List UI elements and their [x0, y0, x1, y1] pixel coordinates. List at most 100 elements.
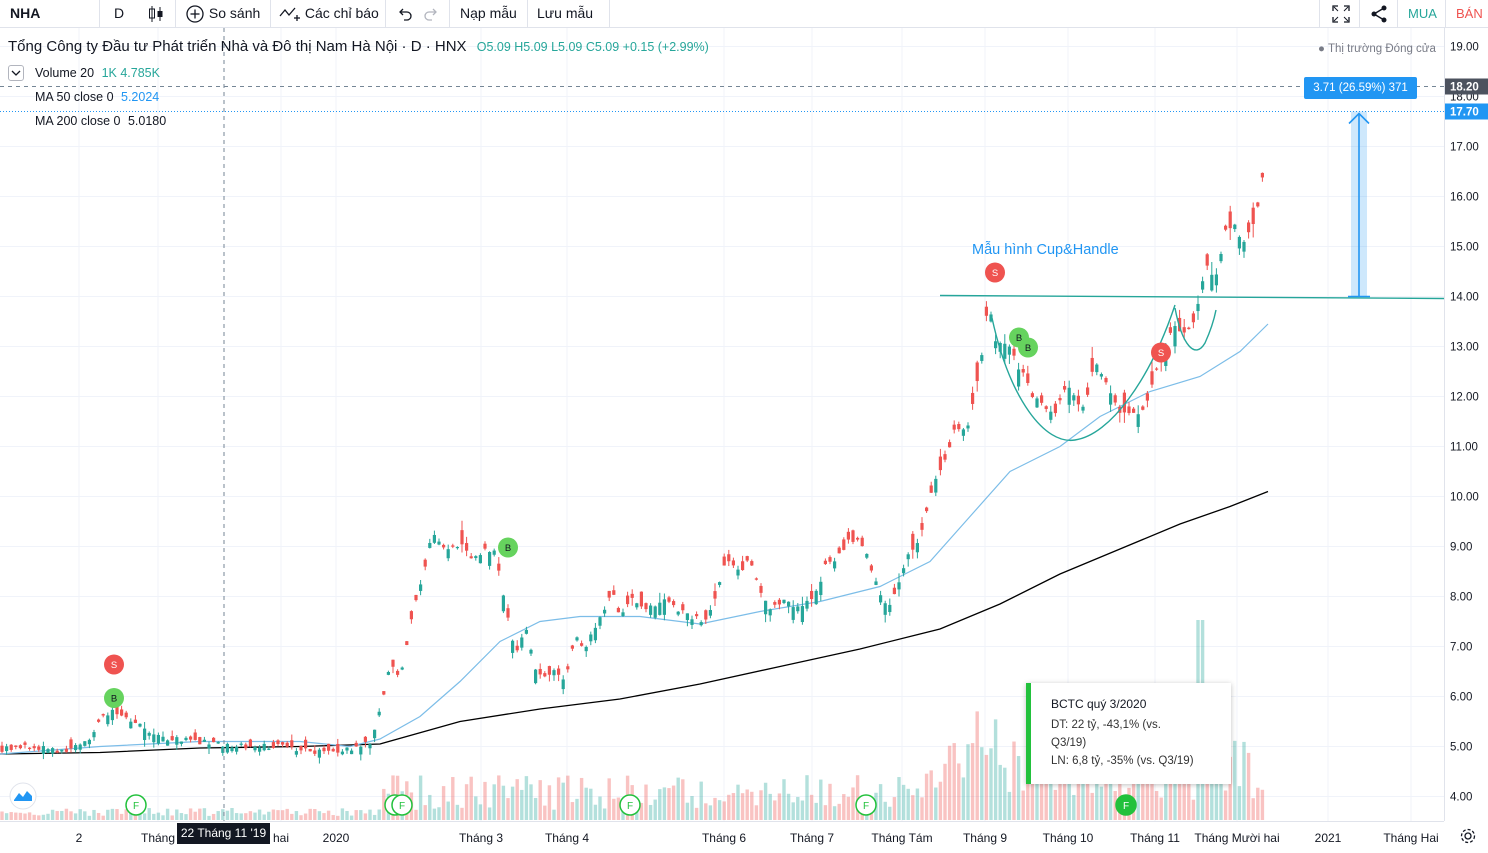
volume-bar	[92, 809, 96, 820]
volume-bar	[69, 811, 73, 820]
candle-body	[1150, 371, 1154, 385]
legend-collapse-button[interactable]	[8, 65, 24, 81]
candle-body	[1205, 254, 1209, 266]
signal-label: B	[505, 543, 511, 554]
volume-bar	[115, 809, 119, 820]
candle-body	[97, 719, 101, 722]
signal-marker	[498, 537, 518, 558]
candle-body	[363, 736, 367, 742]
candle-body	[883, 603, 887, 615]
candle-body	[446, 549, 450, 559]
volume-bar	[621, 809, 625, 820]
volume-bar	[129, 809, 133, 820]
price-axis[interactable]: 19.00 17.00 16.00 15.00 14.00 13.00 12.00 11.00…	[1444, 28, 1488, 821]
candle-body	[354, 742, 358, 747]
candle-body	[1081, 406, 1085, 411]
volume-bar	[759, 790, 763, 820]
volume-bar	[667, 788, 671, 820]
time-tick-label: hai	[273, 831, 289, 845]
volume-bar	[276, 810, 280, 820]
volume-bar	[446, 801, 450, 820]
candle-body	[207, 744, 211, 749]
volume-bar	[984, 754, 989, 820]
toolbar-separator	[449, 0, 450, 27]
ma50-legend[interactable]: MA 50 close 0 5.2024	[35, 90, 159, 104]
candle-body	[1017, 369, 1021, 387]
fullscreen-button[interactable]	[1331, 0, 1351, 27]
candle-body	[635, 603, 639, 608]
candle-body	[989, 314, 993, 322]
volume-bar	[271, 809, 276, 820]
earnings-event-icon: F	[125, 794, 147, 816]
pattern-label[interactable]: Mẫu hình Cup&Handle	[972, 242, 1119, 258]
candle-body	[492, 550, 496, 555]
candle-body	[221, 746, 225, 753]
compare-button[interactable]: So sánh	[185, 0, 260, 27]
candle-body	[129, 721, 133, 729]
candle-body	[1247, 222, 1251, 233]
volume-bar	[1099, 786, 1104, 820]
redo-button[interactable]	[423, 0, 441, 27]
candle-body	[925, 507, 929, 512]
volume-bar	[713, 797, 717, 820]
indicators-icon	[279, 7, 300, 22]
time-tick-label: Tháng 9	[963, 831, 1007, 845]
candle-body	[106, 715, 110, 725]
candle-body	[1035, 398, 1039, 408]
interval-button[interactable]: D	[114, 5, 125, 21]
signal-label: B	[1016, 333, 1022, 344]
volume-bar	[345, 811, 349, 820]
candle-body	[1021, 369, 1025, 373]
candle-body	[46, 749, 50, 754]
chart-type-button[interactable]	[146, 0, 166, 27]
candle-body	[423, 559, 427, 567]
volume-bar	[41, 814, 46, 820]
tradingview-logo-icon[interactable]	[9, 782, 37, 810]
volume-bar	[676, 777, 680, 820]
volume-bar	[262, 814, 266, 820]
volume-bar	[920, 797, 924, 820]
candle-body	[842, 539, 846, 550]
volume-bar	[322, 813, 326, 820]
volume-bar	[980, 747, 984, 820]
measure-label[interactable]: 3.71 (26.59%) 371	[1304, 77, 1417, 99]
volume-bar	[1251, 798, 1255, 820]
candle-body	[1063, 386, 1067, 390]
volume-bar	[690, 796, 694, 820]
volume-bar	[156, 812, 161, 820]
candle-body	[396, 670, 400, 675]
indicators-button[interactable]: Các chỉ báo	[279, 0, 379, 27]
load-template-button[interactable]: Nạp mẫu	[460, 5, 517, 21]
share-button[interactable]	[1369, 0, 1389, 27]
settings-button[interactable]	[1458, 826, 1478, 851]
candle-body	[603, 609, 607, 614]
volume-bar	[929, 770, 933, 820]
volume-bar	[828, 783, 832, 820]
volume-bar	[506, 798, 510, 820]
ma50-value: 5.2024	[121, 90, 160, 104]
candle-body	[1260, 172, 1264, 178]
sell-button[interactable]: BÁN	[1456, 6, 1483, 21]
volume-bar	[938, 781, 943, 820]
volume-bar	[855, 775, 860, 820]
ma200-legend[interactable]: MA 200 close 0 5.0180	[35, 114, 166, 128]
volume-legend[interactable]: Volume 20 1K 4.785K	[35, 66, 160, 80]
volume-bar	[188, 808, 193, 820]
candle-body	[934, 478, 938, 493]
candle-body	[5, 746, 9, 752]
candle-body	[74, 745, 78, 751]
save-template-button[interactable]: Lưu mẫu	[537, 5, 594, 21]
candle-body	[432, 534, 436, 543]
symbol-search-button[interactable]: NHA	[10, 5, 41, 21]
tooltip-title: BCTC quý 3/2020	[1051, 697, 1147, 711]
buy-button[interactable]: MUA	[1408, 6, 1437, 21]
event-marker	[391, 794, 413, 816]
undo-button[interactable]	[395, 0, 413, 27]
candle-body	[699, 622, 703, 626]
signal-label: S	[992, 268, 998, 279]
volume-bar	[326, 810, 331, 820]
volume-bar	[970, 743, 975, 820]
candle-body	[409, 611, 413, 620]
volume-bar	[644, 784, 648, 820]
candle-body	[469, 556, 473, 559]
